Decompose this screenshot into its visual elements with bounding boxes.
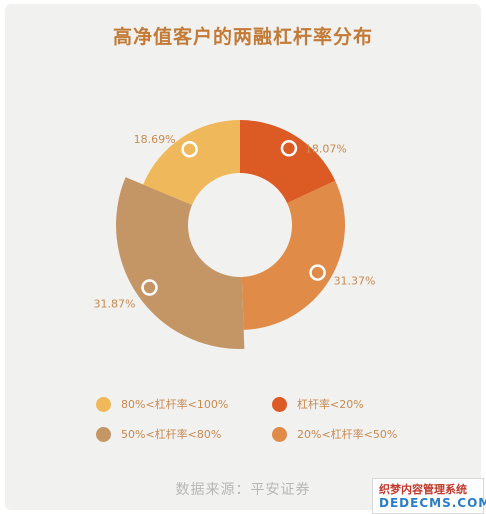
legend-swatch (96, 396, 111, 412)
donut-slice (115, 177, 245, 349)
slice-value-label: 31.87% (94, 298, 136, 311)
data-source: 数据来源：平安证券 (175, 482, 311, 498)
watermark-text-bottom: DEDECMS.COM (379, 496, 486, 510)
legend-swatch (272, 426, 287, 442)
legend-label: 20%<杠杆率<50% (297, 428, 398, 441)
slice-marker (280, 140, 298, 157)
legend-swatch (96, 426, 111, 442)
legend-label: 50%<杠杆率<80% (121, 428, 222, 441)
donut-slice (143, 120, 240, 205)
watermark-text-top: 织梦内容管理系统 (379, 483, 467, 496)
slice-value-label: 18.69% (134, 133, 176, 146)
chart-title: 高净值客户的两融杠杆率分布 (112, 26, 373, 48)
legend-item: 80%<杠杆率<100% (96, 394, 228, 414)
legend-item: 20%<杠杆率<50% (272, 424, 397, 444)
slice-value-label: 31.37% (334, 275, 376, 288)
legend-swatch (272, 396, 287, 412)
slice-value-label: 18.07% (305, 142, 347, 155)
legend-item: 杠杆率<20% (272, 394, 364, 414)
legend-item: 50%<杠杆率<80% (96, 424, 221, 444)
donut-slice (241, 180, 345, 330)
slice-marker (181, 140, 198, 158)
slice-marker (141, 279, 158, 296)
legend-label: 80%<杠杆率<100% (121, 398, 229, 411)
legend-label: 杠杆率<20% (297, 398, 364, 411)
chart-card (5, 4, 481, 510)
slice-marker (309, 264, 326, 281)
watermark-logo: 织梦内容管理系统 DEDECMS.COM (372, 478, 486, 514)
donut-slice (240, 120, 336, 204)
